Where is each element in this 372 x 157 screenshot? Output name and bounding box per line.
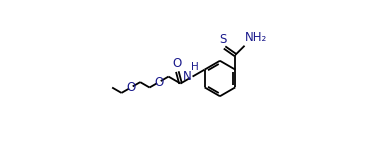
Text: N: N: [183, 70, 192, 83]
Text: NH₂: NH₂: [245, 31, 267, 44]
Text: H: H: [190, 62, 198, 72]
Text: O: O: [154, 76, 164, 89]
Text: O: O: [126, 81, 135, 94]
Text: S: S: [219, 33, 227, 46]
Text: O: O: [172, 57, 181, 70]
